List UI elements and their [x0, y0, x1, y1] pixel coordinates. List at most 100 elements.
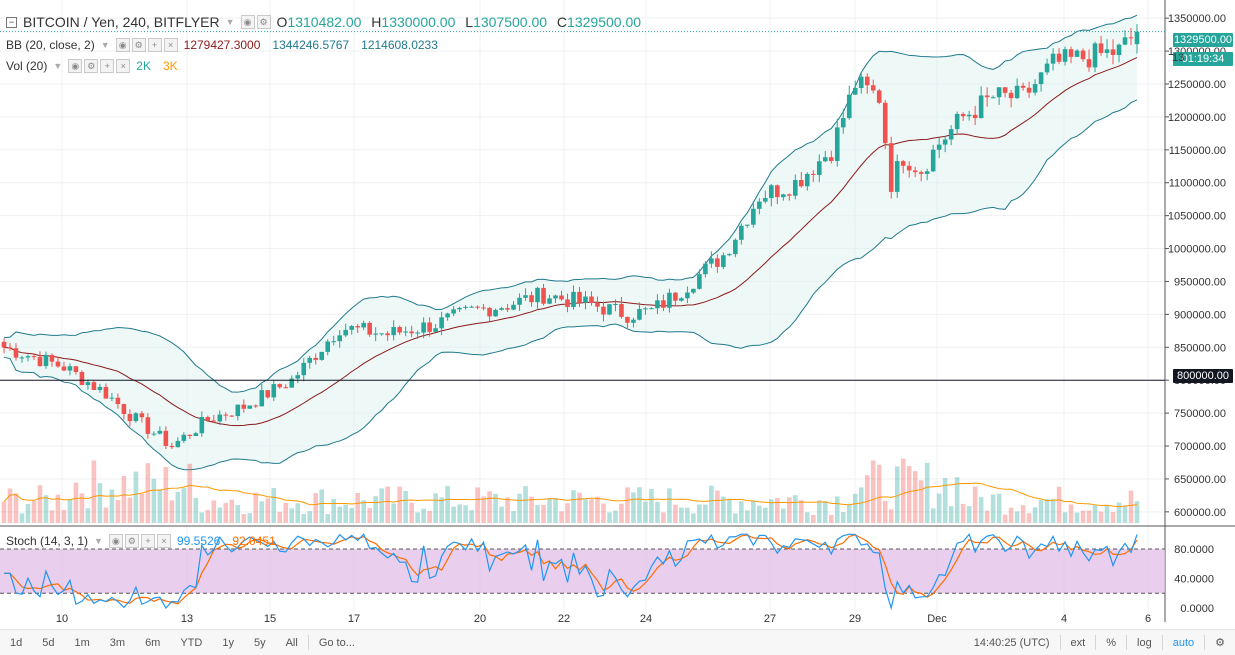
range-all[interactable]: All	[285, 636, 298, 649]
range-1d[interactable]: 1d	[10, 636, 23, 649]
volume-bar	[397, 486, 402, 523]
close-icon[interactable]: ×	[116, 59, 131, 73]
vol-label[interactable]: Vol (20)	[6, 59, 48, 73]
settings-gear-icon[interactable]: ⚙	[1215, 637, 1225, 649]
volume-bar	[667, 488, 672, 523]
candle-body	[505, 308, 510, 310]
collapse-icon[interactable]: −	[6, 16, 17, 28]
chart-canvas[interactable]: 1350000.001300000.001250000.001200000.00…	[0, 0, 1235, 629]
range-ytd[interactable]: YTD	[180, 636, 203, 649]
gear-icon[interactable]: ⚙	[256, 15, 271, 29]
plus-icon[interactable]: +	[100, 59, 115, 73]
volume-bar	[583, 499, 588, 523]
percent-toggle[interactable]: %	[1106, 636, 1117, 649]
range-1y[interactable]: 1y	[222, 636, 234, 649]
candle-body	[187, 434, 193, 436]
chevron-down-icon[interactable]: ▼	[53, 61, 63, 71]
candle-body	[319, 351, 325, 360]
range-5y[interactable]: 5y	[253, 636, 266, 649]
volume-bar	[151, 478, 157, 523]
ext-toggle[interactable]: ext	[1070, 636, 1086, 649]
candle-body	[61, 366, 67, 371]
volume-bar	[763, 507, 768, 523]
log-toggle[interactable]: log	[1137, 636, 1152, 649]
volume-bar	[13, 493, 19, 523]
plus-icon[interactable]: +	[140, 534, 155, 548]
volume-bar	[876, 464, 882, 523]
candle-body	[798, 180, 804, 187]
eye-icon[interactable]: ◉	[115, 38, 130, 52]
candle-body	[894, 161, 900, 192]
candle-body	[457, 307, 462, 310]
candle-body	[1098, 43, 1104, 53]
volume-bar	[846, 504, 852, 523]
price-tick-label: 900000.00	[1174, 309, 1226, 321]
countdown-tag: 01:19:34	[1173, 52, 1233, 66]
time-tick-label: 29	[849, 613, 861, 625]
chevron-down-icon[interactable]: ▼	[94, 536, 103, 546]
gear-icon[interactable]: ⚙	[131, 38, 146, 52]
volume-bar	[625, 487, 630, 523]
price-tick-label: 750000.00	[1174, 408, 1226, 420]
candle-body	[283, 387, 289, 389]
candle-body	[139, 413, 145, 418]
gear-icon[interactable]: ⚙	[124, 534, 139, 548]
volume-bar	[751, 500, 756, 523]
candle-body	[840, 118, 846, 128]
toolbar-divider	[1126, 635, 1128, 650]
range-3m[interactable]: 3m	[109, 636, 126, 649]
volume-bar	[229, 499, 235, 523]
chevron-down-icon[interactable]: ▼	[100, 40, 110, 50]
time-tick-label: 4	[1061, 613, 1067, 625]
volume-bar	[1044, 499, 1050, 523]
candle-body	[966, 114, 972, 117]
close-key: C	[556, 14, 568, 30]
volume-bar	[505, 497, 510, 523]
candle-body	[25, 356, 31, 358]
candle-body	[157, 430, 163, 434]
toolbar-divider	[1059, 635, 1061, 650]
candle-body	[223, 414, 229, 416]
volume-bar	[103, 507, 109, 523]
candle-body	[151, 433, 157, 435]
candle-body	[1032, 84, 1038, 93]
candle-body	[193, 433, 199, 436]
goto-button[interactable]: Go to...	[318, 636, 355, 649]
range-5d[interactable]: 5d	[42, 636, 55, 649]
eye-icon[interactable]: ◉	[68, 59, 83, 73]
eye-icon[interactable]: ◉	[108, 534, 123, 548]
eye-icon[interactable]: ◉	[240, 15, 255, 29]
stoch-label[interactable]: Stoch (14, 3, 1)	[6, 534, 89, 548]
gear-icon[interactable]: ⚙	[84, 59, 99, 73]
close-icon[interactable]: ×	[163, 38, 178, 52]
candle-body	[31, 356, 37, 358]
volume-bar	[966, 506, 972, 523]
volume-bar	[1116, 502, 1122, 523]
candle-body	[385, 333, 390, 336]
range-1m[interactable]: 1m	[74, 636, 90, 649]
volume-bar	[595, 496, 600, 523]
volume-bar	[1056, 486, 1062, 523]
volume-bar	[601, 503, 606, 523]
volume-bar	[421, 508, 426, 523]
candle-body	[900, 161, 906, 166]
symbol-title[interactable]: BITCOIN / Yen, 240, BITFLYER	[23, 14, 220, 30]
candle-body	[1104, 49, 1110, 53]
utc-time[interactable]: 14:40:25 (UTC)	[973, 636, 1050, 649]
candle-body	[499, 308, 504, 310]
chevron-down-icon[interactable]: ▼	[225, 17, 235, 27]
plus-icon[interactable]: +	[147, 38, 162, 52]
volume-bar	[565, 503, 570, 523]
bb-label[interactable]: BB (20, close, 2)	[6, 38, 95, 52]
auto-toggle[interactable]: auto	[1172, 636, 1195, 649]
candle-body	[577, 291, 582, 303]
time-tick-label: 27	[764, 613, 776, 625]
candle-body	[391, 327, 396, 336]
candle-body	[487, 307, 492, 317]
close-icon[interactable]: ×	[156, 534, 171, 548]
low-key: L	[465, 14, 474, 30]
range-6m[interactable]: 6m	[145, 636, 161, 649]
volume-bar	[181, 488, 187, 523]
volume-bar	[781, 508, 786, 523]
volume-bar	[810, 514, 816, 523]
